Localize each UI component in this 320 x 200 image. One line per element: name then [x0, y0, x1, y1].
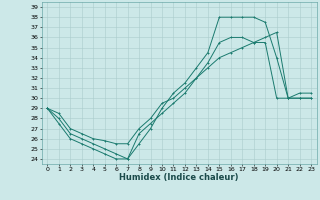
X-axis label: Humidex (Indice chaleur): Humidex (Indice chaleur)	[119, 173, 239, 182]
